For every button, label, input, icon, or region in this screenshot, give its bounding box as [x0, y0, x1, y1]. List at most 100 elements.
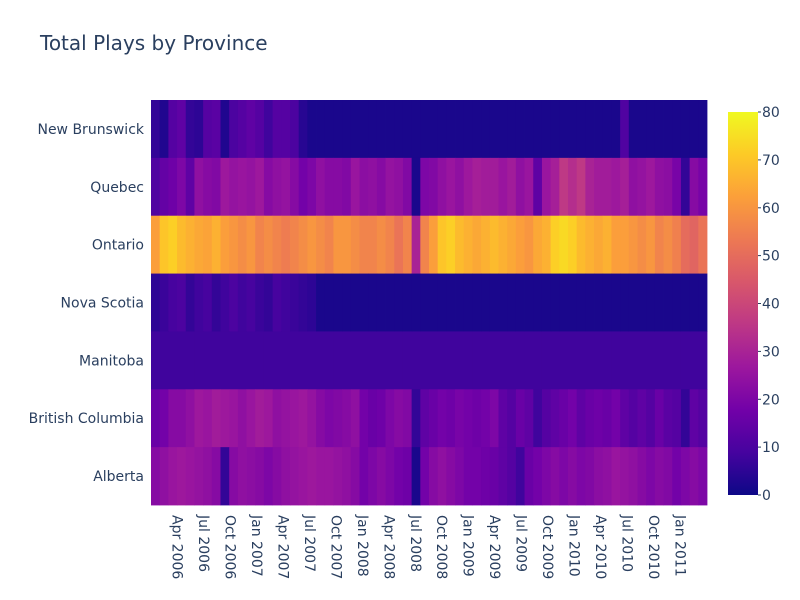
x-tick-label: Jul 2006 [195, 514, 211, 572]
heatmap-cell [316, 157, 326, 217]
heatmap-cell [263, 157, 274, 217]
heatmap-cell [342, 215, 352, 274]
heatmap-cell [194, 273, 204, 332]
heatmap-cell [342, 100, 352, 159]
heatmap-cell [168, 100, 178, 159]
heatmap-cell [576, 389, 586, 448]
heatmap-cell [429, 389, 439, 448]
heatmap-cell [203, 215, 213, 274]
x-tick-label: Apr 2006 [169, 515, 185, 579]
heatmap-cell [672, 447, 682, 506]
heatmap-cell [151, 389, 161, 448]
heatmap-cell [620, 331, 630, 390]
heatmap-cell [646, 273, 656, 332]
heatmap-cell [585, 273, 595, 332]
heatmap-cell [402, 157, 413, 217]
heatmap-cell [585, 331, 595, 390]
heatmap-cell [568, 215, 578, 274]
heatmap-cell [177, 157, 187, 217]
heatmap-cell [333, 389, 343, 448]
heatmap-cell [298, 273, 308, 332]
heatmap-cell [576, 447, 586, 506]
heatmap-cell [515, 215, 525, 274]
heatmap-cell [316, 331, 326, 390]
heatmap-cell [446, 389, 456, 448]
colorbar-tick-label: 60 [762, 201, 780, 217]
heatmap-cell [307, 389, 317, 448]
heatmap-cell [541, 100, 552, 159]
heatmap-cell [350, 389, 360, 448]
heatmap-cell [168, 447, 178, 506]
heatmap-cell [290, 389, 300, 448]
heatmap-cell [255, 100, 265, 159]
heatmap-cell [229, 215, 239, 274]
heatmap-cell [559, 273, 569, 332]
x-tick-label: Apr 2007 [274, 515, 290, 579]
heatmap-cell [324, 447, 334, 506]
heatmap-cell [159, 273, 169, 332]
heatmap-cell [611, 215, 621, 274]
heatmap-cell [689, 389, 699, 448]
heatmap-cell [246, 157, 256, 217]
heatmap-cell [463, 157, 473, 217]
heatmap-cell [472, 215, 482, 274]
heatmap-cell [533, 157, 543, 217]
y-tick-label: New Brunswick [37, 122, 144, 138]
heatmap-cell [620, 273, 630, 332]
heatmap-cell [333, 100, 343, 159]
heatmap-cell [689, 215, 699, 274]
heatmap-cell [333, 331, 343, 390]
heatmap-cell [663, 389, 673, 448]
heatmap-cell [368, 331, 378, 390]
heatmap-cell [194, 215, 204, 274]
heatmap-cell [307, 331, 317, 390]
heatmap-cell [211, 215, 221, 274]
heatmap-cell [185, 215, 195, 274]
heatmap-cell [237, 331, 247, 390]
heatmap-cell [255, 389, 265, 448]
heatmap-cell [151, 100, 161, 159]
heatmap-cell [203, 157, 213, 217]
colorbar-tick-label: 10 [762, 440, 780, 456]
heatmap-cell [594, 273, 604, 332]
heatmap-cell [637, 215, 647, 274]
heatmap-cell [446, 157, 456, 217]
heatmap-cell [350, 157, 360, 217]
heatmap-cell [281, 215, 291, 274]
heatmap-cell [585, 389, 595, 448]
heatmap-cell [646, 331, 656, 390]
heatmap-cell [194, 389, 204, 448]
heatmap-cell [168, 273, 178, 332]
heatmap-cell [654, 100, 664, 159]
heatmap-cell [507, 157, 517, 217]
heatmap-cell [385, 447, 395, 506]
heatmap-cell [550, 331, 560, 390]
heatmap-cell [654, 331, 664, 390]
heatmap-cell [376, 100, 386, 159]
x-tick-label: Apr 2008 [380, 515, 396, 579]
heatmap-cell [680, 331, 691, 390]
heatmap-cell [159, 331, 169, 390]
heatmap-cell [489, 100, 499, 159]
heatmap-cell [298, 331, 308, 390]
heatmap-cell [333, 273, 343, 332]
heatmap-cell [237, 273, 247, 332]
heatmap-cell [498, 447, 508, 506]
heatmap-cell [368, 215, 378, 274]
heatmap-cell [220, 157, 230, 217]
heatmap-cell [394, 331, 404, 390]
heatmap-cell [628, 331, 638, 390]
heatmap-cell [307, 100, 317, 159]
heatmap-cell [568, 273, 578, 332]
heatmap-cell [663, 100, 673, 159]
heatmap-cell [368, 389, 378, 448]
heatmap-cell [411, 273, 421, 332]
heatmap-cell [350, 331, 360, 390]
heatmap-cell [151, 273, 161, 332]
heatmap-cell [394, 100, 404, 159]
colorbar-tick-label: 50 [762, 249, 780, 265]
heatmap-cell [498, 273, 508, 332]
heatmap-cell [620, 215, 630, 274]
heatmap-cell [481, 273, 491, 332]
heatmap-cell [376, 273, 386, 332]
